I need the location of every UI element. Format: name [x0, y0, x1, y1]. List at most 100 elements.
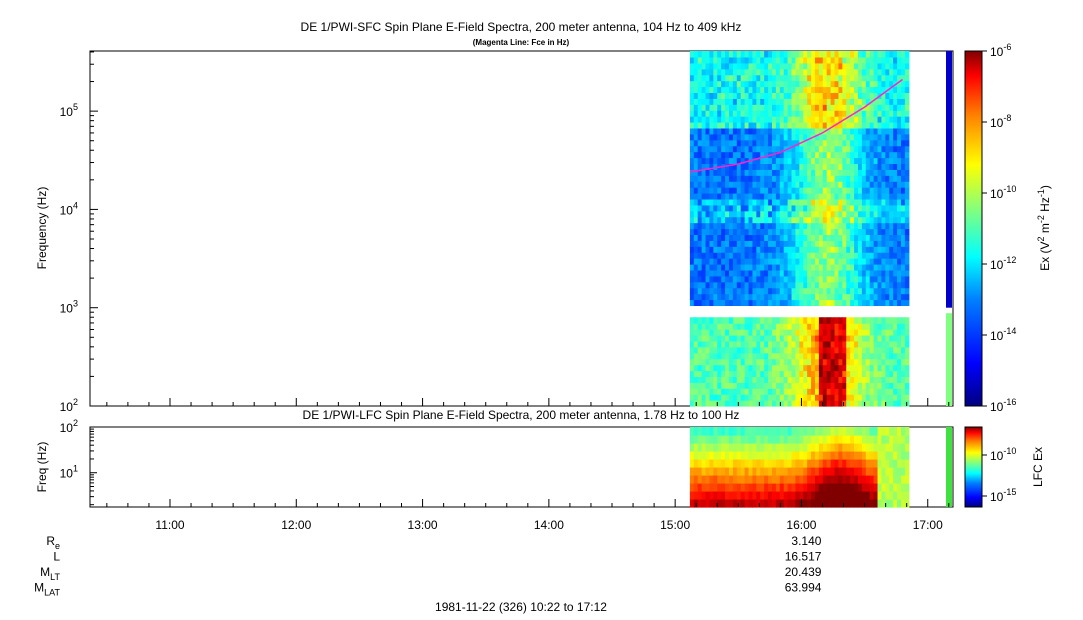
upper-spectrogram-cell: [904, 187, 910, 194]
upper-spectrogram-cell: [748, 352, 754, 360]
upper-spectrogram-cell: [775, 216, 781, 224]
upper-spectrogram-cell: [900, 187, 906, 194]
upper-spectrogram-cell: [857, 335, 863, 342]
upper-spectrogram-cell: [900, 80, 906, 88]
upper-spectrogram-cell: [721, 74, 726, 82]
upper-spectrogram-cell: [904, 299, 910, 307]
lower-spectrogram-cell: [846, 491, 851, 500]
upper-spectrogram-cell: [768, 293, 773, 301]
upper-spectrogram-cell: [897, 80, 902, 88]
upper-spectrogram-cell: [728, 169, 734, 176]
upper-spectrogram-cell: [873, 222, 879, 230]
upper-spectrogram-cell: [705, 234, 711, 241]
upper-spectrogram-cell: [818, 299, 824, 307]
upper-spectrogram-cell: [693, 133, 699, 141]
upper-spectrogram-cell: [791, 275, 797, 283]
upper-spectrogram-cell: [834, 388, 840, 395]
lower-spectrogram-cell: [701, 459, 707, 468]
upper-spectrogram-cell: [893, 151, 898, 159]
lower-spectrogram-cell: [811, 483, 816, 492]
upper-spectrogram-cell: [795, 122, 800, 129]
upper-spectrogram-cell: [775, 269, 781, 277]
upper-spectrogram-cell: [791, 62, 797, 70]
upper-spectrogram-cell: [889, 388, 894, 395]
upper-spectrogram-cell: [826, 252, 832, 259]
upper-spectrogram-cell: [717, 252, 722, 259]
upper-spectrogram-cell: [791, 258, 797, 265]
upper-spectrogram-cell: [830, 394, 836, 401]
upper-spectrogram-cell: [850, 193, 855, 200]
upper-spectrogram-cell: [697, 116, 703, 123]
upper-spectrogram-cell: [787, 240, 793, 247]
upper-spectrogram-cell: [865, 122, 871, 129]
upper-spectrogram-cell: [709, 145, 714, 153]
lower-spectrogram-cell: [803, 427, 808, 436]
upper-spectrogram-cell: [709, 198, 714, 206]
upper-spectrogram-cell: [861, 187, 867, 194]
upper-spectrogram-cell: [705, 51, 711, 58]
upper-spectrogram-cell: [865, 51, 871, 58]
ephemeris-value: 63.994: [785, 581, 822, 595]
upper-spectrogram-cell: [842, 329, 847, 336]
upper-spectrogram-cell: [877, 376, 883, 383]
upper-spectrogram-cell: [838, 169, 843, 176]
upper-spectrogram-cell: [728, 275, 734, 283]
upper-spectrogram-cell: [791, 352, 797, 360]
lower-spectrogram-cell: [889, 427, 894, 436]
upper-spectrogram-cell: [893, 139, 898, 147]
lower-spectrogram-cell: [904, 467, 910, 476]
lower-spectrogram-cell: [752, 451, 757, 460]
upper-spectrogram-cell: [779, 252, 785, 259]
lower-spectrogram-cell: [721, 435, 726, 444]
upper-spectrogram-cell: [783, 293, 789, 301]
upper-spectrogram-cell: [756, 92, 761, 99]
upper-spectrogram-cell: [740, 80, 746, 88]
upper-spectrogram-cell: [791, 252, 797, 259]
upper-spectrogram-cell: [838, 287, 843, 295]
upper-spectrogram-cell: [775, 98, 781, 105]
upper-spectrogram-cell: [803, 98, 808, 105]
upper-spectrogram-cell: [838, 127, 843, 135]
upper-spectrogram-cell: [865, 139, 871, 147]
upper-spectrogram-cell: [689, 287, 695, 295]
upper-spectrogram-cell: [709, 193, 714, 200]
upper-spectrogram-cell: [756, 388, 761, 395]
upper-spectrogram-cell: [846, 51, 851, 58]
upper-spectrogram-cell: [736, 62, 742, 70]
upper-spectrogram-cell: [725, 92, 730, 99]
upper-spectrogram-cell: [701, 98, 707, 105]
lower-spectrogram-cell: [822, 483, 828, 492]
lower-spectrogram-cell: [861, 475, 867, 484]
upper-spectrogram-cell: [842, 269, 847, 277]
upper-spectrogram-cell: [697, 287, 703, 295]
upper-spectrogram-cell: [897, 382, 902, 389]
upper-spectrogram-cell: [893, 252, 898, 259]
upper-spectrogram-cell: [838, 210, 843, 218]
upper-spectrogram-cell: [818, 169, 824, 176]
upper-spectrogram-cell: [834, 234, 840, 241]
upper-spectrogram-cell: [830, 222, 836, 230]
upper-spectrogram-cell: [830, 346, 836, 354]
upper-spectrogram-cell: [842, 80, 847, 88]
upper-spectrogram-cell: [838, 51, 843, 58]
upper-spectrogram-cell: [850, 181, 855, 188]
upper-spectrogram-cell: [768, 329, 773, 336]
upper-spectrogram-cell: [807, 234, 812, 241]
upper-spectrogram-cell: [779, 329, 785, 336]
upper-spectrogram-cell: [818, 210, 824, 218]
upper-spectrogram-cell: [893, 74, 898, 82]
upper-spectrogram-cell: [822, 110, 828, 117]
upper-spectrogram-cell: [897, 110, 902, 117]
lower-spectrogram-cell: [689, 499, 695, 508]
upper-spectrogram-cell: [752, 358, 757, 366]
upper-spectrogram-cell: [709, 139, 714, 147]
upper-spectrogram-cell: [721, 139, 726, 147]
upper-spectrogram-cell: [721, 299, 726, 307]
upper-spectrogram-cell: [713, 264, 718, 271]
upper-spectrogram-cell: [740, 269, 746, 277]
upper-spectrogram-cell: [732, 104, 738, 111]
lower-spectrogram-cell: [811, 499, 816, 508]
upper-spectrogram-cell: [744, 240, 750, 247]
upper-spectrogram-cell: [752, 394, 757, 401]
upper-spectrogram-cell: [811, 329, 816, 336]
